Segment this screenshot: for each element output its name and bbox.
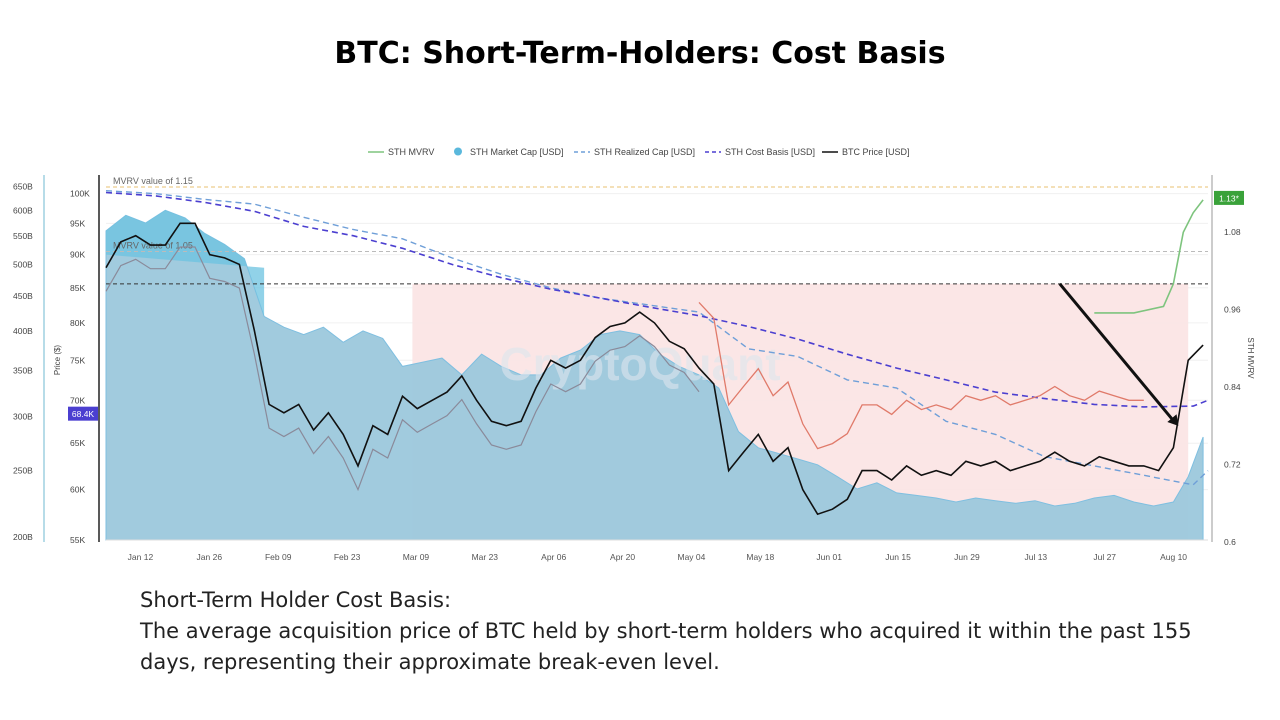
- mvrv-tick-label: 0.6: [1224, 537, 1236, 547]
- cap-tick-label: 500B: [13, 260, 33, 270]
- x-tick-label: Jan 26: [197, 552, 223, 562]
- cap-tick-label: 450B: [13, 291, 33, 301]
- watermark: CryptoQuant: [499, 338, 780, 390]
- legend-swatch-mcap: [454, 147, 462, 156]
- x-tick-label: Apr 06: [541, 552, 566, 562]
- legend-label-mvrv: STH MVRV: [388, 147, 434, 157]
- reference-label-0: MVRV value of 1.15: [113, 176, 193, 186]
- chart: STH MVRV STH Market Cap [USD] STH Realized…: [13, 147, 1255, 562]
- legend-label-price: BTC Price [USD]: [842, 147, 910, 157]
- cap-tick-label: 600B: [13, 205, 33, 215]
- cap-tick-label: 200B: [13, 532, 33, 542]
- mvrv-badge: [1214, 190, 1244, 205]
- page-title: BTC: Short-Term-Holders: Cost Basis: [334, 36, 946, 71]
- sth-cost-basis-line: [105, 191, 1209, 408]
- x-tick-label: Mar 23: [472, 552, 499, 562]
- chart-legend: STH MVRV STH Market Cap [USD] STH Realized…: [368, 147, 910, 157]
- legend-label-mcap: STH Market Cap [USD]: [470, 147, 564, 157]
- sth-realized-cap-line: [105, 190, 1209, 486]
- price-tick-label: 75K: [70, 355, 85, 365]
- x-tick-label: Jul 13: [1024, 552, 1047, 562]
- mvrv-tick-label: 0.72: [1224, 460, 1241, 470]
- cap-tick-label: 400B: [13, 326, 33, 336]
- legend-item-price: BTC Price [USD]: [822, 147, 910, 157]
- legend-label-cost: STH Cost Basis [USD]: [725, 147, 815, 157]
- price-badge: [68, 406, 98, 421]
- sth-mvrv-line: [1094, 199, 1204, 314]
- x-tick-label: Jun 01: [816, 552, 842, 562]
- mvrv-tick-label: 0.84: [1224, 382, 1241, 392]
- sth-mvrv-early-line: [105, 246, 700, 492]
- x-tick-label: Aug 10: [1160, 552, 1187, 562]
- x-tick-label: Feb 23: [334, 552, 361, 562]
- x-tick-label: Jun 15: [885, 552, 911, 562]
- price-tick-label: 60K: [70, 485, 85, 495]
- x-tick-label: Mar 09: [403, 552, 430, 562]
- sth-market-cap-upper-band: [106, 210, 265, 317]
- mvrv-axis-title: STH MVRV: [1246, 337, 1255, 379]
- x-tick-label: May 04: [678, 552, 706, 562]
- cap-tick-label: 300B: [13, 411, 33, 421]
- x-tick-label: Apr 20: [610, 552, 635, 562]
- price-axis-title: Price ($): [53, 345, 62, 376]
- sth-mvrv-loss-line: [698, 301, 1144, 450]
- price-badge-label: 68.4K: [72, 409, 95, 419]
- legend-label-rcap: STH Realized Cap [USD]: [594, 147, 695, 157]
- price-tick-label: 85K: [70, 283, 85, 293]
- annotation-arrow-head: [1167, 414, 1179, 426]
- legend-item-cost: STH Cost Basis [USD]: [705, 147, 815, 157]
- description-heading: Short-Term Holder Cost Basis:: [140, 588, 452, 612]
- x-tick-label: Jun 29: [954, 552, 980, 562]
- mvrv-tick-label: 0.96: [1224, 305, 1241, 315]
- price-tick-label: 100K: [70, 189, 90, 199]
- price-tick-label: 55K: [70, 535, 85, 545]
- legend-item-mcap: STH Market Cap [USD]: [454, 147, 564, 157]
- description: Short-Term Holder Cost Basis: The averag…: [140, 585, 1220, 678]
- cap-tick-label: 250B: [13, 466, 33, 476]
- price-tick-label: 80K: [70, 318, 85, 328]
- sth-market-cap-outline: [105, 209, 1204, 541]
- mvrv-badge-label: 1.13*: [1219, 193, 1240, 203]
- sth-market-cap-area: [106, 210, 1204, 541]
- x-tick-label: May 18: [746, 552, 774, 562]
- cap-tick-label: 550B: [13, 231, 33, 241]
- price-tick-label: 95K: [70, 218, 85, 228]
- x-tick-label: Jul 27: [1093, 552, 1116, 562]
- price-tick-label: 65K: [70, 438, 85, 448]
- price-tick-label: 70K: [70, 395, 85, 405]
- btc-price-line: [105, 222, 1204, 516]
- mvrv-tick-label: 1.08: [1224, 227, 1241, 237]
- legend-item-mvrv: STH MVRV: [368, 147, 434, 157]
- cap-tick-label: 350B: [13, 366, 33, 376]
- price-tick-label: 90K: [70, 250, 85, 260]
- annotation-arrow-line: [1058, 282, 1176, 423]
- legend-item-rcap: STH Realized Cap [USD]: [574, 147, 695, 157]
- description-body: The average acquisition price of BTC hel…: [140, 619, 1192, 674]
- cap-tick-label: 650B: [13, 182, 33, 192]
- x-tick-label: Feb 09: [265, 552, 292, 562]
- x-tick-label: Jan 12: [128, 552, 154, 562]
